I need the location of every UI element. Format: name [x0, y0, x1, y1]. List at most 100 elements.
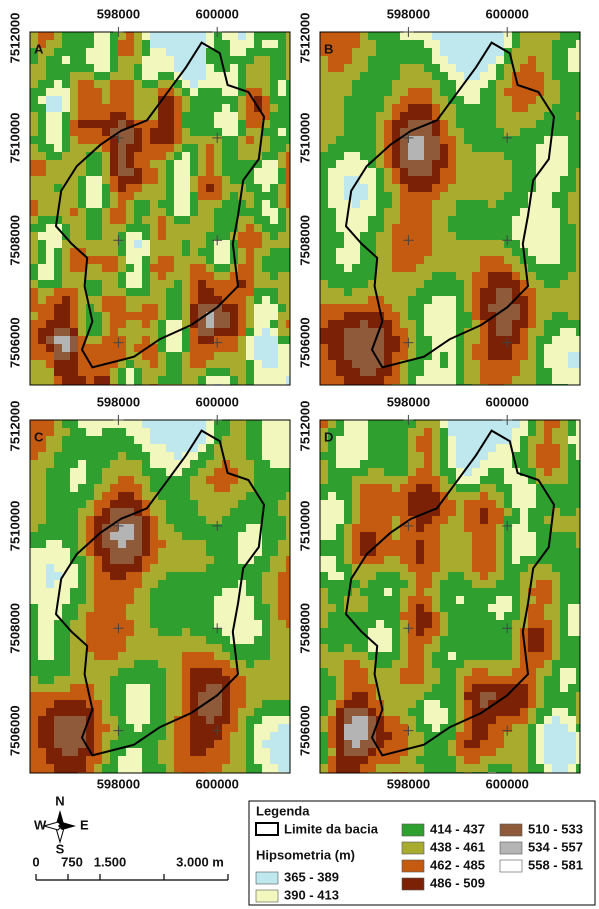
terrain-cell [118, 296, 126, 304]
terrain-cell [94, 56, 102, 64]
terrain-cell [552, 304, 560, 312]
terrain-cell [182, 596, 190, 604]
terrain-cell [552, 484, 560, 492]
terrain-cell [30, 452, 38, 460]
terrain-cell [134, 676, 142, 684]
terrain-cell [392, 48, 400, 56]
terrain-cell [392, 168, 400, 176]
terrain-cell [472, 32, 480, 40]
terrain-cell [54, 716, 62, 724]
terrain-cell [278, 160, 286, 168]
terrain-cell [360, 88, 368, 96]
terrain-cell [344, 428, 352, 436]
terrain-cell [230, 436, 238, 444]
terrain-cell [38, 652, 46, 660]
terrain-cell [552, 248, 560, 256]
terrain-cell [270, 740, 278, 748]
terrain-cell [328, 452, 336, 460]
terrain-cell [94, 756, 102, 764]
terrain-cell [512, 304, 520, 312]
terrain-cell [368, 88, 376, 96]
terrain-cell [62, 312, 70, 320]
terrain-cell [158, 668, 166, 676]
terrain-cell [568, 428, 576, 436]
terrain-cell [174, 312, 182, 320]
terrain-cell [158, 444, 166, 452]
terrain-cell [456, 112, 464, 120]
terrain-cell [246, 564, 254, 572]
terrain-cell [70, 128, 78, 136]
terrain-cell [150, 56, 158, 64]
terrain-cell [134, 56, 142, 64]
terrain-cell [488, 144, 496, 152]
terrain-cell [54, 280, 62, 288]
terrain-cell [416, 64, 424, 72]
terrain-cell [182, 628, 190, 636]
terrain-cell [480, 136, 488, 144]
terrain-cell [198, 452, 206, 460]
terrain-cell [38, 112, 46, 120]
terrain-cell [190, 468, 198, 476]
terrain-cell [384, 468, 392, 476]
terrain-cell [262, 748, 270, 756]
terrain-cell [246, 320, 254, 328]
terrain-cell [456, 168, 464, 176]
terrain-cell [384, 420, 392, 428]
terrain-cell [472, 152, 480, 160]
terrain-cell [70, 152, 78, 160]
terrain-cell [94, 628, 102, 636]
terrain-cell [368, 320, 376, 328]
terrain-cell [150, 72, 158, 80]
terrain-cell [270, 684, 278, 692]
terrain-cell [94, 112, 102, 120]
terrain-cell [118, 232, 126, 240]
terrain-cell [62, 420, 70, 428]
terrain-cell [278, 136, 286, 144]
terrain-cell [392, 272, 400, 280]
terrain-cell [46, 192, 54, 200]
terrain-cell [472, 428, 480, 436]
legend-swatch [500, 860, 522, 872]
terrain-cell [78, 692, 86, 700]
terrain-cell [158, 748, 166, 756]
terrain-cell [392, 56, 400, 64]
terrain-cell [392, 64, 400, 72]
terrain-cell [464, 280, 472, 288]
terrain-cell [142, 208, 150, 216]
terrain-cell [270, 240, 278, 248]
terrain-cell [102, 460, 110, 468]
terrain-cell [190, 168, 198, 176]
terrain-cell [456, 336, 464, 344]
terrain-cell [408, 184, 416, 192]
terrain-cell [278, 112, 286, 120]
terrain-cell [190, 508, 198, 516]
terrain-cell [424, 80, 432, 88]
terrain-cell [262, 64, 270, 72]
terrain-cell [222, 628, 230, 636]
terrain-cell [520, 336, 528, 344]
terrain-cell [230, 144, 238, 152]
terrain-cell [102, 96, 110, 104]
terrain-cell [472, 288, 480, 296]
terrain-cell [512, 320, 520, 328]
terrain-cell [480, 508, 488, 516]
terrain-cell [86, 184, 94, 192]
terrain-cell [158, 612, 166, 620]
terrain-cell [134, 208, 142, 216]
terrain-cell [238, 112, 246, 120]
terrain-cell [464, 312, 472, 320]
terrain-cell [246, 668, 254, 676]
terrain-cell [336, 360, 344, 368]
terrain-cell [94, 168, 102, 176]
terrain-cell [408, 248, 416, 256]
terrain-cell [336, 264, 344, 272]
terrain-cell [174, 32, 182, 40]
terrain-cell [158, 344, 166, 352]
terrain-cell [214, 112, 222, 120]
terrain-cell [528, 72, 536, 80]
terrain-cell [262, 636, 270, 644]
terrain-cell [496, 460, 504, 468]
terrain-cell [54, 724, 62, 732]
terrain-cell [384, 344, 392, 352]
terrain-cell [344, 352, 352, 360]
